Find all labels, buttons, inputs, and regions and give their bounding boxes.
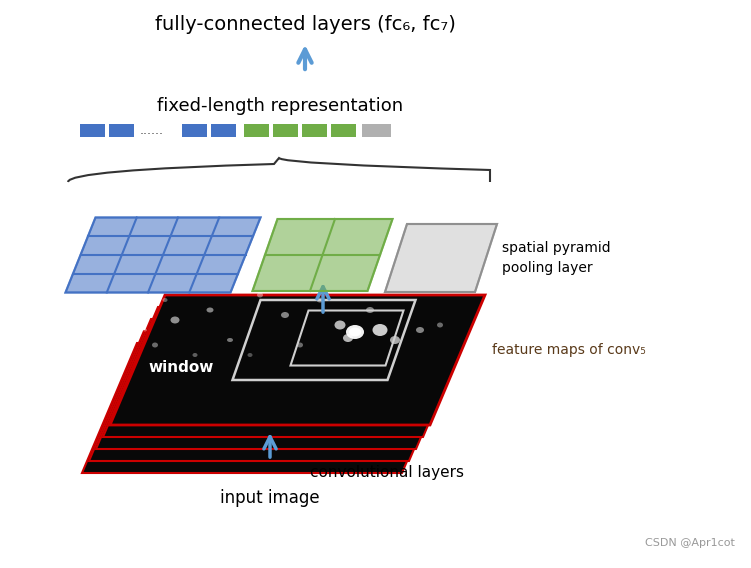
Polygon shape	[252, 219, 393, 291]
Text: fully-connected layers (fc₆, fc₇): fully-connected layers (fc₆, fc₇)	[155, 15, 455, 34]
Bar	[302, 123, 327, 136]
Ellipse shape	[227, 338, 233, 342]
Polygon shape	[82, 343, 457, 473]
Ellipse shape	[170, 316, 179, 324]
Ellipse shape	[372, 324, 388, 336]
Text: ......: ......	[140, 123, 164, 136]
Polygon shape	[89, 331, 464, 461]
Ellipse shape	[297, 343, 303, 348]
Text: feature maps of conv₅: feature maps of conv₅	[492, 343, 646, 357]
Bar	[182, 123, 207, 136]
Bar	[211, 123, 236, 136]
Polygon shape	[385, 224, 497, 292]
Bar	[109, 123, 134, 136]
Ellipse shape	[316, 298, 324, 303]
Ellipse shape	[143, 328, 147, 332]
Text: window: window	[148, 361, 213, 375]
Bar	[273, 123, 298, 136]
Ellipse shape	[257, 293, 263, 298]
Ellipse shape	[281, 312, 289, 318]
Polygon shape	[103, 307, 478, 437]
Ellipse shape	[437, 323, 443, 328]
Ellipse shape	[162, 298, 167, 302]
Text: convolutional layers: convolutional layers	[310, 465, 464, 479]
Ellipse shape	[366, 307, 374, 313]
Ellipse shape	[152, 343, 158, 348]
Text: CSDN @Apr1cot: CSDN @Apr1cot	[645, 538, 735, 548]
Ellipse shape	[334, 320, 345, 329]
Polygon shape	[110, 295, 485, 425]
Ellipse shape	[416, 327, 424, 333]
Ellipse shape	[248, 353, 252, 357]
Bar	[362, 123, 391, 136]
Polygon shape	[65, 218, 261, 293]
Polygon shape	[96, 319, 471, 449]
Bar	[80, 123, 105, 136]
Ellipse shape	[349, 328, 361, 336]
Ellipse shape	[390, 336, 400, 344]
Bar	[244, 123, 269, 136]
Ellipse shape	[192, 353, 198, 357]
Text: spatial pyramid
pooling layer: spatial pyramid pooling layer	[502, 241, 611, 275]
Ellipse shape	[207, 307, 213, 312]
Bar	[331, 123, 356, 136]
Ellipse shape	[346, 325, 364, 339]
Text: input image: input image	[220, 489, 320, 507]
Ellipse shape	[343, 334, 353, 342]
Text: fixed-length representation: fixed-length representation	[157, 97, 403, 115]
